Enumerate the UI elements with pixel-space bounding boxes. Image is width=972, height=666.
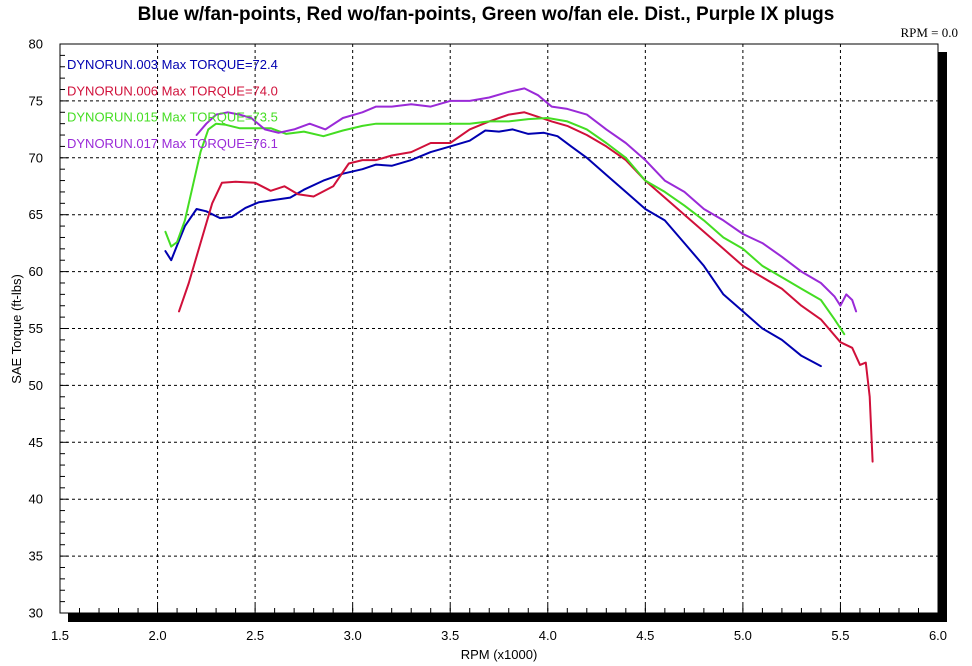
y-tick-labels: 30 35 40 45 50 55 60 65 70 75 80: [29, 37, 43, 621]
legend-entry: DYNORUN.006 Max TORQUE=74.0: [67, 83, 278, 98]
x-tick-label: 3.0: [344, 628, 362, 643]
x-tick-label: 4.0: [539, 628, 557, 643]
series-lines: [164, 87, 874, 463]
y-tick-label: 30: [29, 606, 43, 621]
axis-ticks: [59, 43, 939, 614]
x-tick-label: 4.5: [636, 628, 654, 643]
x-tick-label: 6.0: [929, 628, 947, 643]
rpm-readout: RPM = 0.0: [900, 25, 958, 40]
x-tick-label: 3.5: [441, 628, 459, 643]
x-tick-label: 2.0: [149, 628, 167, 643]
y-tick-label: 60: [29, 264, 43, 279]
x-tick-label: 5.0: [734, 628, 752, 643]
grid-lines: [60, 44, 938, 613]
x-tick-label: 1.5: [51, 628, 69, 643]
legend: DYNORUN.003 Max TORQUE=72.4 DYNORUN.006 M…: [67, 57, 278, 151]
y-tick-label: 70: [29, 150, 43, 165]
x-tick-labels: 1.5 2.0 2.5 3.0 3.5 4.0 4.5 5.0 5.5 6.0: [51, 628, 947, 643]
x-tick-label: 2.5: [246, 628, 264, 643]
legend-entry: DYNORUN.015 Max TORQUE=73.5: [67, 110, 278, 125]
series-line-dynorun-003: [164, 128, 822, 368]
series-line-dynorun-006: [178, 111, 874, 463]
legend-entry: DYNORUN.017 Max TORQUE=76.1: [67, 136, 278, 151]
plot-shadow-bottom: [68, 613, 947, 622]
y-tick-label: 65: [29, 207, 43, 222]
x-axis-label: RPM (x1000): [461, 647, 538, 662]
legend-entry: DYNORUN.003 Max TORQUE=72.4: [67, 57, 278, 72]
y-tick-label: 55: [29, 321, 43, 336]
y-tick-label: 50: [29, 378, 43, 393]
y-tick-label: 35: [29, 549, 43, 564]
series-line-dynorun-017: [195, 87, 858, 313]
series-line-dynorun-015: [164, 117, 846, 336]
y-tick-label: 40: [29, 492, 43, 507]
chart-title: Blue w/fan-points, Red wo/fan-points, Gr…: [138, 4, 835, 25]
y-tick-label: 80: [29, 37, 43, 52]
plot-shadow-right: [938, 52, 947, 622]
x-tick-label: 5.5: [831, 628, 849, 643]
y-axis-label: SAE Torque (ft-lbs): [9, 274, 24, 384]
y-tick-label: 75: [29, 93, 43, 108]
y-tick-label: 45: [29, 435, 43, 450]
